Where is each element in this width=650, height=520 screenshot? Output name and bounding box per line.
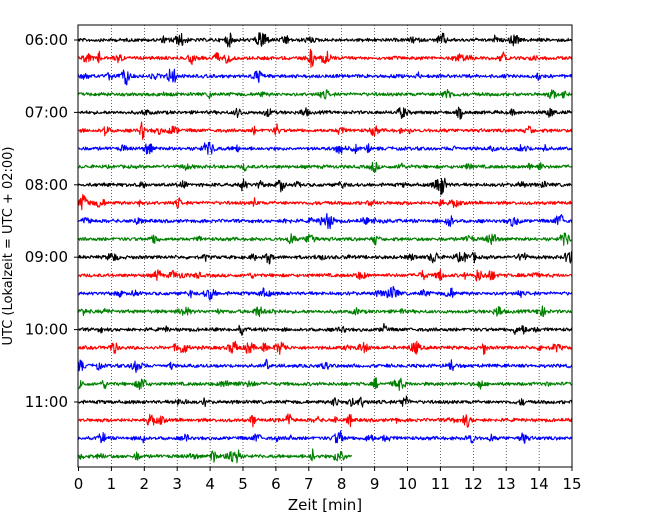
x-tick-label: 15: [562, 475, 581, 493]
y-tick-label: 10:00: [25, 321, 68, 339]
trace-line: [78, 121, 573, 140]
trace-group: [77, 32, 573, 464]
x-tick-label: 7: [304, 475, 314, 493]
trace-line: [78, 322, 573, 336]
trace-line: [77, 448, 353, 464]
y-axis: 06:00 07:00 08:00 09:00 10:00 11:00: [25, 31, 78, 411]
trace-line: [78, 413, 573, 428]
x-tick-label: 2: [140, 475, 150, 493]
trace-line: [78, 212, 573, 230]
trace-line: [78, 251, 573, 265]
x-tick-label: 3: [172, 475, 182, 493]
x-tick-label: 4: [205, 475, 215, 493]
trace-line: [77, 88, 573, 100]
x-tick-label: 5: [238, 475, 248, 493]
x-tick-label: 1: [107, 475, 117, 493]
trace-line: [78, 268, 573, 282]
x-tick-label: 13: [497, 475, 516, 493]
trace-line: [77, 285, 573, 301]
trace-line: [77, 177, 573, 196]
trace-line: [78, 106, 573, 120]
x-tick-label: 11: [431, 475, 450, 493]
x-tick-label: 14: [530, 475, 549, 493]
y-tick-label: 08:00: [25, 176, 68, 194]
plot-frame: [77, 24, 573, 468]
y-tick-label: 06:00: [25, 31, 68, 49]
trace-line: [77, 193, 573, 211]
trace-line: [77, 305, 573, 318]
trace-line: [77, 32, 573, 48]
trace-line: [78, 161, 573, 173]
trace-line: [78, 48, 573, 68]
x-axis-label: Zeit [min]: [288, 496, 362, 514]
y-axis-label: UTC (Lokalzeit = UTC + 02:00): [1, 147, 16, 346]
trace-line: [78, 395, 573, 408]
x-tick-label: 6: [271, 475, 281, 493]
x-axis: 0 1 2 3 4 5 6 7 8 9 10 11 12 13 14 15: [74, 467, 582, 493]
y-tick-label: 09:00: [25, 248, 68, 266]
trace-line: [78, 141, 573, 155]
y-tick-label: 07:00: [25, 103, 68, 121]
trace-line: [77, 340, 573, 356]
trace-line: [78, 377, 573, 392]
x-tick-label: 10: [398, 475, 417, 493]
y-tick-label: 11:00: [25, 393, 68, 411]
x-tick-label: 12: [464, 475, 483, 493]
x-tick-label: 0: [74, 475, 84, 493]
x-tick-label: 9: [370, 475, 380, 493]
x-tick-label: 8: [337, 475, 347, 493]
trace-line: [77, 430, 573, 444]
trace-line: [77, 68, 573, 86]
trace-line: [77, 358, 573, 374]
trace-line: [77, 232, 573, 246]
